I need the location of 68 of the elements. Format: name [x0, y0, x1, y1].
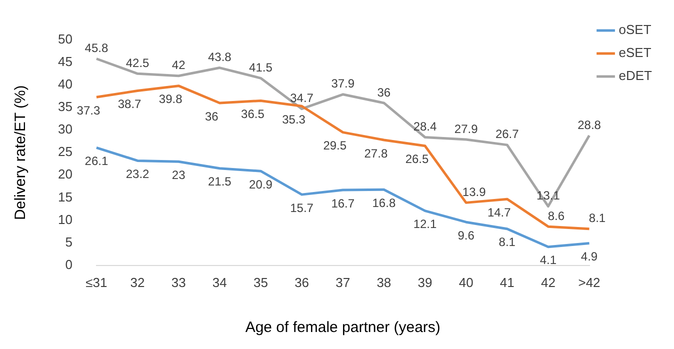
- x-tick-label: 38: [376, 274, 392, 290]
- legend-label: oSET: [618, 22, 652, 38]
- legend-label: eDET: [618, 68, 652, 84]
- data-label: 28.4: [413, 120, 437, 134]
- data-label: 36: [204, 109, 219, 124]
- data-label: 8.1: [588, 211, 606, 226]
- y-tick-label: 40: [58, 76, 72, 92]
- data-label: 35.3: [282, 112, 306, 126]
- x-tick-label: 41: [500, 274, 514, 290]
- data-label: 37.9: [331, 76, 355, 91]
- y-tick-label: 0: [65, 256, 72, 272]
- y-tick-label: 10: [58, 212, 72, 227]
- data-label: 16.7: [331, 196, 355, 210]
- data-label: 21.5: [208, 174, 232, 189]
- data-label: 27.9: [454, 122, 478, 136]
- legend-label: eSET: [618, 45, 652, 60]
- data-label: 9.6: [458, 228, 475, 242]
- y-axis-title: Delivery rate/ET (%): [12, 85, 30, 220]
- data-label: 27.8: [364, 146, 388, 160]
- data-label: 23: [172, 168, 186, 182]
- data-label: 26.7: [495, 127, 520, 142]
- x-tick-label: >42: [578, 274, 600, 290]
- x-tick-label: 34: [212, 274, 227, 290]
- x-tick-label: 40: [458, 274, 474, 290]
- data-label: 28.8: [578, 118, 602, 132]
- x-axis-title: Age of female partner (years): [245, 319, 440, 336]
- data-label: 38.7: [118, 97, 142, 112]
- data-label: 8.1: [498, 235, 516, 250]
- x-tick-label: 32: [130, 274, 145, 290]
- y-tick-label: 50: [58, 31, 72, 46]
- data-label: 14.7: [487, 205, 512, 220]
- data-label: 39.8: [158, 92, 183, 106]
- y-tick-label: 25: [58, 144, 72, 160]
- data-label: 26.1: [84, 154, 108, 168]
- data-label: 42.5: [126, 56, 150, 70]
- y-tick-label: 15: [58, 189, 72, 204]
- data-label: 45.8: [84, 41, 108, 56]
- y-tick-label: 20: [58, 166, 72, 182]
- data-label: 34.7: [290, 91, 314, 106]
- data-label: 42: [172, 58, 186, 72]
- data-label: 37.3: [76, 103, 100, 118]
- x-tick-label: 35: [253, 274, 268, 290]
- data-label: 8.6: [548, 208, 565, 223]
- data-label: 13.9: [462, 184, 486, 199]
- data-label: 23.2: [126, 167, 150, 182]
- x-tick-label: 39: [418, 274, 432, 290]
- x-tick-label: 37: [336, 274, 350, 290]
- data-label: 43.8: [208, 50, 232, 64]
- data-label: 15.7: [290, 200, 314, 215]
- x-tick-label: 42: [540, 274, 556, 290]
- y-tick-label: 35: [58, 99, 72, 114]
- data-label: 36: [377, 85, 391, 100]
- data-label: 4.9: [580, 250, 598, 264]
- y-tick-label: 30: [58, 122, 72, 137]
- data-label: 12.1: [413, 217, 437, 232]
- y-tick-label: 5: [65, 234, 72, 250]
- x-tick-label: ≤31: [86, 274, 108, 290]
- data-label: 4.1: [540, 253, 557, 268]
- x-tick-label: 36: [294, 274, 310, 290]
- x-tick-label: 33: [171, 274, 186, 290]
- data-label: 16.8: [372, 196, 396, 210]
- data-label: 29.5: [323, 138, 347, 153]
- data-label: 26.5: [405, 152, 429, 166]
- data-label: 20.9: [249, 177, 273, 192]
- data-label: 41.5: [249, 60, 273, 74]
- y-tick-label: 45: [58, 54, 72, 69]
- data-label: 36.5: [241, 107, 265, 122]
- data-label: 13.1: [536, 188, 560, 203]
